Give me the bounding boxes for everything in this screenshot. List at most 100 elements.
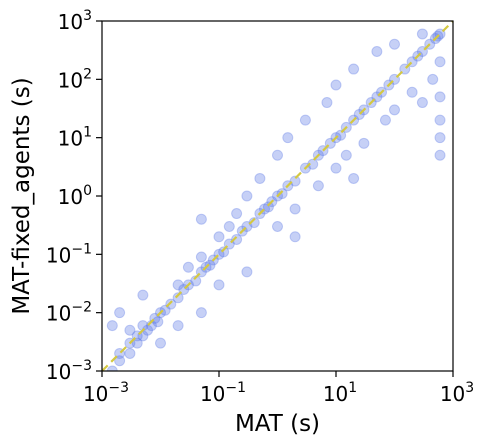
y-tick-label-base: 10 bbox=[46, 302, 71, 326]
scatter-point bbox=[223, 221, 235, 232]
y-axis-label: MAT-fixed_agents (s) bbox=[9, 77, 35, 314]
scatter-point bbox=[282, 132, 294, 144]
scatter-point bbox=[406, 86, 418, 98]
scatter-point bbox=[218, 246, 230, 258]
y-tick-label: 10−2 bbox=[46, 300, 92, 326]
scatter-point bbox=[330, 162, 342, 174]
scatter-point bbox=[182, 261, 194, 273]
y-tick-label: 100 bbox=[58, 183, 92, 209]
scatter-point bbox=[416, 28, 428, 40]
x-axis-label: MAT (s) bbox=[235, 411, 320, 437]
scatter-point bbox=[124, 347, 136, 359]
scatter-point bbox=[155, 337, 166, 349]
scatter-point bbox=[434, 91, 446, 103]
scatter-point bbox=[289, 231, 301, 243]
scatter-point bbox=[379, 114, 391, 126]
scatter-point bbox=[204, 259, 216, 271]
y-tick-label-exponent: −3 bbox=[71, 358, 92, 374]
scatter-point bbox=[262, 201, 274, 213]
scatter-point bbox=[321, 97, 333, 109]
scatter-point bbox=[195, 307, 207, 319]
scatter-point bbox=[231, 208, 243, 220]
y-tick-label-exponent: 0 bbox=[83, 183, 92, 199]
x-tick-label: 10−1 bbox=[200, 380, 246, 406]
scatter-point bbox=[165, 298, 177, 310]
scatter-point bbox=[416, 97, 428, 109]
scatter-point bbox=[152, 316, 164, 328]
y-tick-label: 10−3 bbox=[46, 358, 92, 384]
y-tick-label-base: 10 bbox=[58, 185, 83, 209]
scatter-point bbox=[106, 320, 118, 332]
y-tick-label-base: 10 bbox=[58, 127, 83, 151]
scatter-point bbox=[114, 307, 126, 319]
scatter-point bbox=[124, 324, 136, 336]
y-tick-label-exponent: −2 bbox=[71, 300, 92, 316]
scatter-point bbox=[434, 149, 446, 161]
y-tick-label: 102 bbox=[58, 66, 92, 92]
x-tick-label-base: 10 bbox=[83, 382, 108, 406]
scatter-point bbox=[307, 158, 319, 170]
scatter-point bbox=[231, 233, 243, 245]
x-tick-label-base: 10 bbox=[440, 382, 465, 406]
scatter-point bbox=[241, 190, 253, 202]
scatter-point bbox=[241, 266, 253, 278]
scatter-point bbox=[276, 188, 288, 200]
scatter-point bbox=[312, 180, 324, 192]
scatter-point bbox=[114, 355, 126, 367]
y-tick-label-base: 10 bbox=[46, 243, 71, 267]
x-tick-label-exponent: 1 bbox=[348, 380, 357, 396]
y-tick-label-base: 10 bbox=[58, 10, 83, 34]
x-tick-label-exponent: 3 bbox=[465, 380, 474, 396]
scatter-point bbox=[213, 279, 225, 291]
scatter-point bbox=[172, 292, 184, 304]
scatter-point bbox=[389, 104, 400, 116]
x-tick-label-base: 10 bbox=[323, 382, 348, 406]
scatter-point bbox=[299, 114, 311, 126]
scatter-point bbox=[172, 320, 184, 332]
y-tick-label-base: 10 bbox=[46, 360, 71, 384]
scatter-point bbox=[371, 46, 383, 57]
scatter-point bbox=[434, 56, 446, 68]
y-tick-label: 101 bbox=[58, 125, 92, 151]
scatter-point bbox=[340, 149, 352, 161]
scatter-point bbox=[358, 137, 370, 149]
scatter-point bbox=[427, 73, 439, 85]
y-tick-label-base: 10 bbox=[58, 68, 83, 92]
scatter-point bbox=[213, 231, 225, 243]
x-tick-label-exponent: −1 bbox=[225, 380, 246, 396]
scatter-point bbox=[131, 337, 143, 349]
x-tick-label: 101 bbox=[323, 380, 357, 406]
scatter-point bbox=[272, 149, 283, 161]
scatter-point bbox=[137, 289, 149, 301]
y-tick-label: 10−1 bbox=[46, 241, 92, 267]
x-tick-label: 10−3 bbox=[83, 380, 129, 406]
y-tick-label-exponent: −1 bbox=[71, 241, 92, 257]
scatter-point bbox=[434, 132, 446, 144]
scatter-point bbox=[106, 365, 118, 371]
scatter-point bbox=[195, 251, 207, 263]
scatter-point bbox=[289, 203, 301, 215]
scatter-point bbox=[272, 221, 283, 232]
scatter-point bbox=[172, 279, 184, 291]
scatter-point bbox=[389, 38, 400, 50]
scatter-point bbox=[248, 217, 260, 229]
scatter-point bbox=[348, 172, 360, 184]
points-layer bbox=[106, 28, 446, 371]
scatter-point bbox=[434, 114, 446, 126]
identity-reference-line bbox=[101, 20, 454, 372]
scatter-point bbox=[190, 275, 202, 287]
scatter-point bbox=[195, 213, 207, 225]
x-tick-label-exponent: −3 bbox=[108, 380, 129, 396]
y-tick-label-exponent: 1 bbox=[83, 125, 92, 141]
scatter-point bbox=[348, 63, 360, 75]
x-axis-ticks: 10−3 10−1 101 103 bbox=[83, 371, 474, 406]
scatter-point bbox=[335, 129, 347, 141]
y-tick-label-exponent: 2 bbox=[83, 66, 92, 82]
scatter-point bbox=[254, 172, 266, 184]
scatter-point bbox=[330, 79, 342, 91]
scatter-point bbox=[159, 304, 171, 316]
reference-line-layer bbox=[101, 20, 454, 372]
